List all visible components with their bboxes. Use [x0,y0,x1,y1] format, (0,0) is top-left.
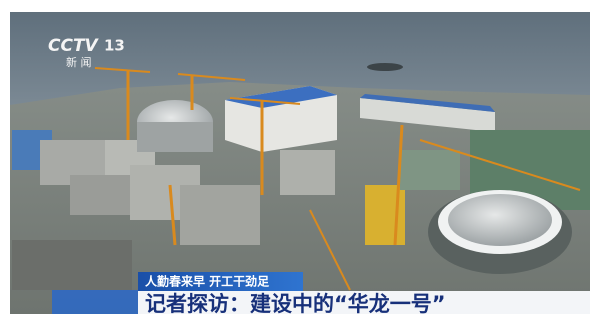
caption-tag: 人勤春来早 开工干劲足 [145,274,269,289]
channel-subtitle: 新 闻 [66,55,92,69]
reactor-wall [137,122,213,152]
building [70,175,140,215]
caption-headline: 记者探访：建设中的“华龙一号” [145,292,446,314]
building [400,150,460,190]
building [180,185,260,245]
islet [367,63,403,71]
building [280,150,335,195]
channel-logo: CCTV [48,36,100,56]
reactor-dome [448,194,552,246]
page: CCTV 13 新 闻 人勤春来早 开工干劲足 记者探访：建设中的“华龙一号” … [0,0,597,314]
screenshot: CCTV 13 新 闻 人勤春来早 开工干劲足 记者探访：建设中的“华龙一号” [0,0,597,314]
caption-decoration [52,290,142,314]
channel-number: 13 [104,37,125,55]
site [12,240,132,290]
